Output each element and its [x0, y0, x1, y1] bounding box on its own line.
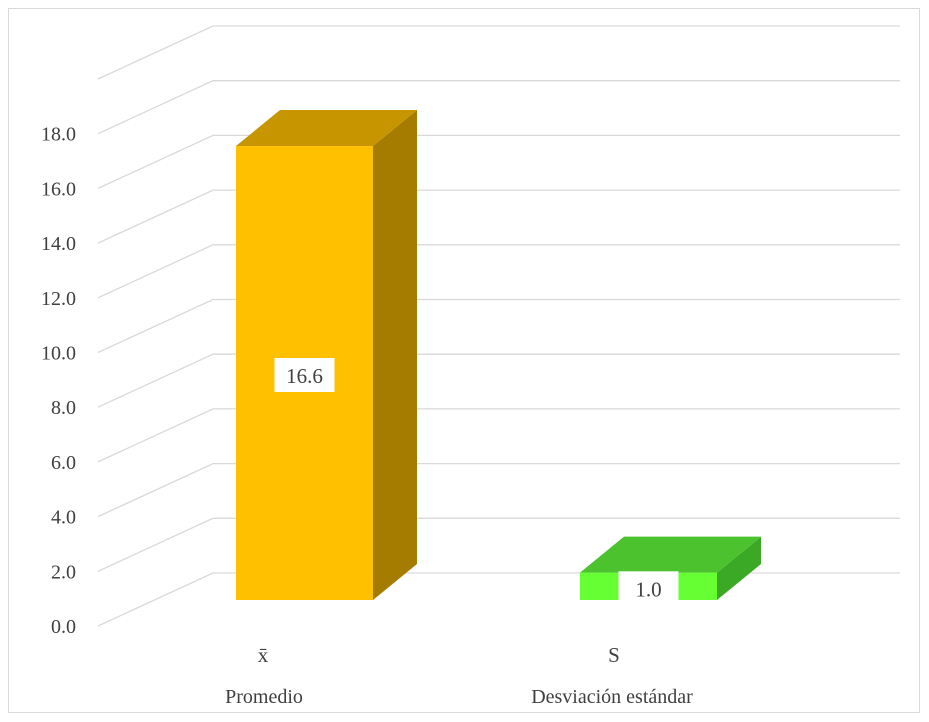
gridline [97, 80, 900, 135]
y-tick-label: 6.0 [51, 452, 76, 474]
gridline [97, 353, 900, 408]
bar-top-face [236, 109, 417, 146]
bars-layer: 16.6 1.0 [236, 109, 761, 606]
bar-side-face [717, 536, 761, 600]
grid-layer [97, 25, 900, 627]
bar: 1.0 [580, 536, 761, 606]
category-symbol: x̄ [258, 643, 269, 667]
data-label-box [618, 571, 679, 606]
data-label-box [274, 357, 335, 392]
y-tick-label: 4.0 [51, 507, 76, 529]
y-tick-label: 10.0 [41, 343, 76, 365]
data-label: 16.6 [286, 364, 323, 388]
category-label: Desviación estándar [531, 686, 693, 708]
bar: 16.6 [236, 109, 417, 601]
bar-side-face [373, 109, 417, 601]
gridline [97, 517, 900, 572]
y-tick-label: 8.0 [51, 397, 76, 419]
y-tick-label: 2.0 [51, 561, 76, 583]
category-symbol: S [608, 643, 620, 667]
gridline [97, 462, 900, 518]
y-tick-label: 16.0 [41, 178, 76, 200]
y-tick-label: 18.0 [41, 124, 76, 146]
gridline [97, 134, 900, 189]
chart-frame [8, 8, 920, 713]
gridline [97, 408, 900, 463]
gridline [97, 244, 900, 299]
gridline [97, 572, 900, 627]
gridline [97, 189, 900, 244]
category-label: Promedio [225, 686, 303, 708]
y-tick-label: 12.0 [41, 288, 76, 310]
data-label: 1.0 [635, 577, 661, 601]
y-tick-labels: 0.0 2.0 4.0 6.0 8.0 10.0 12.0 14.0 16.0 18.0 [41, 124, 76, 638]
gridline [97, 25, 900, 80]
y-tick-label: 0.0 [51, 616, 76, 638]
gridline [97, 298, 900, 354]
bar-top-face [580, 536, 761, 573]
y-tick-label: 14.0 [41, 233, 76, 255]
category-labels: x̄ S Promedio Desviación estándar [225, 643, 693, 708]
